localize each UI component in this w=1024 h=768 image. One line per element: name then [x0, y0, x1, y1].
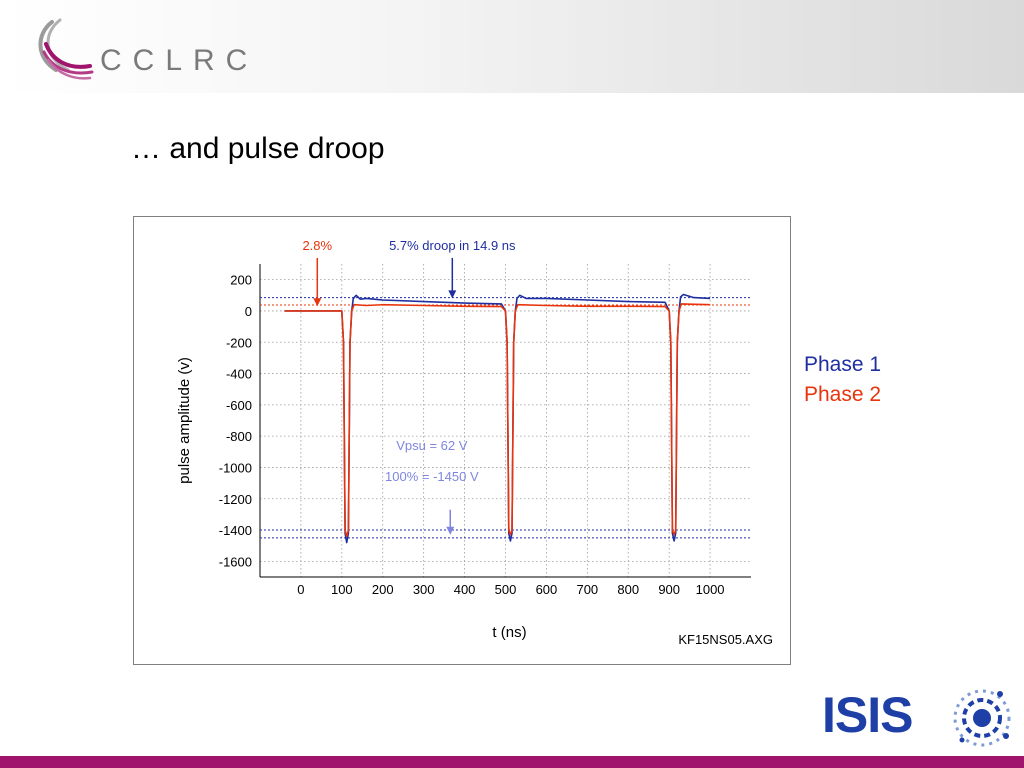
annotation-label: 2.8% [302, 238, 332, 253]
x-tick-label: 900 [658, 582, 680, 597]
annotation-label: 5.7% droop in 14.9 ns [389, 238, 516, 253]
y-tick-label: -1200 [219, 492, 252, 507]
y-tick-label: -200 [226, 335, 252, 350]
legend: Phase 1 Phase 2 [804, 350, 881, 410]
x-tick-label: 300 [413, 582, 435, 597]
cclrc-swirl-icon [38, 18, 94, 80]
footer-bar [0, 756, 1024, 768]
y-axis-label: pulse amplitude (v) [176, 357, 193, 484]
file-label: KF15NS05.AXG [678, 632, 773, 647]
annotation-label: Vpsu = 62 V [396, 438, 468, 453]
x-tick-label: 400 [454, 582, 476, 597]
series-line-phase-2 [284, 303, 711, 538]
x-tick-label: 100 [331, 582, 353, 597]
y-tick-label: -600 [226, 398, 252, 413]
annotation-arrow-head [446, 526, 455, 535]
y-tick-label: -1000 [219, 460, 252, 475]
annotation-label: 100% = -1450 V [385, 469, 479, 484]
y-tick-label: -800 [226, 429, 252, 444]
x-tick-label: 0 [297, 582, 304, 597]
annotation-arrow-head [313, 298, 322, 307]
header-band: CCLRC [0, 0, 1024, 93]
legend-phase-1: Phase 1 [804, 353, 882, 376]
x-tick-label: 600 [536, 582, 558, 597]
slide-title: … and pulse droop [131, 132, 385, 165]
x-axis-label: t (ns) [492, 624, 526, 641]
pulse-chart: 0 100 200 300 400 500 600 700 800 900 1000 200 0 -200… [176, 238, 773, 647]
y-tick-label: 0 [245, 304, 252, 319]
x-tick-label: 1000 [696, 582, 725, 597]
x-tick-label: 200 [372, 582, 394, 597]
legend-phase-2: Phase 2 [804, 383, 882, 406]
y-tick-label: 200 [230, 273, 252, 288]
isis-burst-icon [953, 689, 1011, 747]
isis-logo: ISIS [822, 684, 1014, 752]
y-tick-label: -1400 [219, 523, 252, 538]
y-tick-label: -1600 [219, 554, 252, 569]
x-tick-label: 700 [576, 582, 598, 597]
annotation-arrow-head [448, 290, 457, 299]
isis-logo-text: ISIS [822, 687, 913, 743]
x-tick-label: 800 [617, 582, 639, 597]
y-tick-label: -400 [226, 367, 252, 382]
chart-frame: 0 100 200 300 400 500 600 700 800 900 1000 200 0 -200… [133, 216, 791, 665]
x-tick-label: 500 [495, 582, 517, 597]
cclrc-logo-text: CCLRC [100, 44, 259, 77]
